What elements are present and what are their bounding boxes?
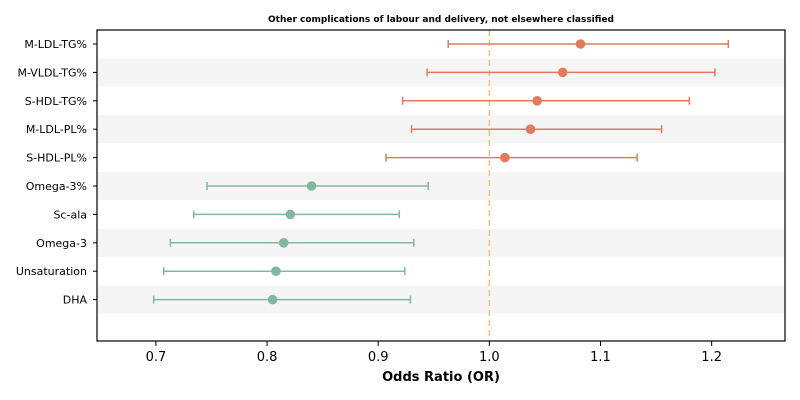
y-tick-label: Sc-ala <box>53 208 87 221</box>
x-tick-label: 1.0 <box>479 350 500 365</box>
odds-ratio-point <box>285 209 296 220</box>
odds-ratio-point <box>575 39 586 49</box>
x-tick-label: 0.8 <box>257 350 278 365</box>
plot-frame <box>96 29 786 342</box>
y-tick-label: Omega-3 <box>36 237 87 250</box>
odds-ratio-point <box>532 96 542 106</box>
x-tick-label: 0.7 <box>146 350 167 365</box>
y-tick-label: M-LDL-PL% <box>26 123 87 136</box>
y-tick-label: M-VLDL-TG% <box>17 66 87 79</box>
odds-ratio-point <box>525 124 536 134</box>
chart-title: Other complications of labour and delive… <box>268 15 614 25</box>
y-tick-label: S-HDL-PL% <box>26 152 87 165</box>
odds-ratio-point <box>271 266 281 277</box>
y-tick-label: DHA <box>63 294 88 307</box>
y-tick-label: M-LDL-TG% <box>24 38 87 51</box>
y-tick-label: S-HDL-TG% <box>25 95 87 108</box>
x-axis-label: Odds Ratio (OR) <box>382 370 500 385</box>
y-tick-label: Omega-3% <box>26 180 87 193</box>
odds-ratio-point <box>557 67 568 78</box>
x-tick-label: 1.2 <box>701 350 722 365</box>
odds-ratio-point <box>267 294 278 305</box>
odds-ratio-point <box>278 238 289 248</box>
row-stripe <box>97 172 785 200</box>
y-tick-label: Unsaturation <box>16 265 87 278</box>
odds-ratio-point <box>306 181 317 191</box>
odds-ratio-point <box>500 152 510 163</box>
x-tick-label: 1.1 <box>590 350 611 365</box>
x-tick-label: 0.9 <box>368 350 389 365</box>
